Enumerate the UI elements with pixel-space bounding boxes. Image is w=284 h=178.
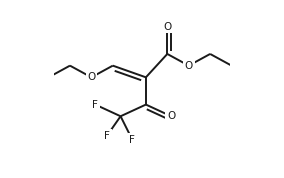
Text: O: O xyxy=(163,22,172,32)
Text: O: O xyxy=(87,72,95,82)
Text: F: F xyxy=(104,131,110,141)
Text: F: F xyxy=(129,135,135,145)
Text: O: O xyxy=(167,111,175,121)
Text: O: O xyxy=(185,61,193,71)
Text: F: F xyxy=(92,100,98,110)
